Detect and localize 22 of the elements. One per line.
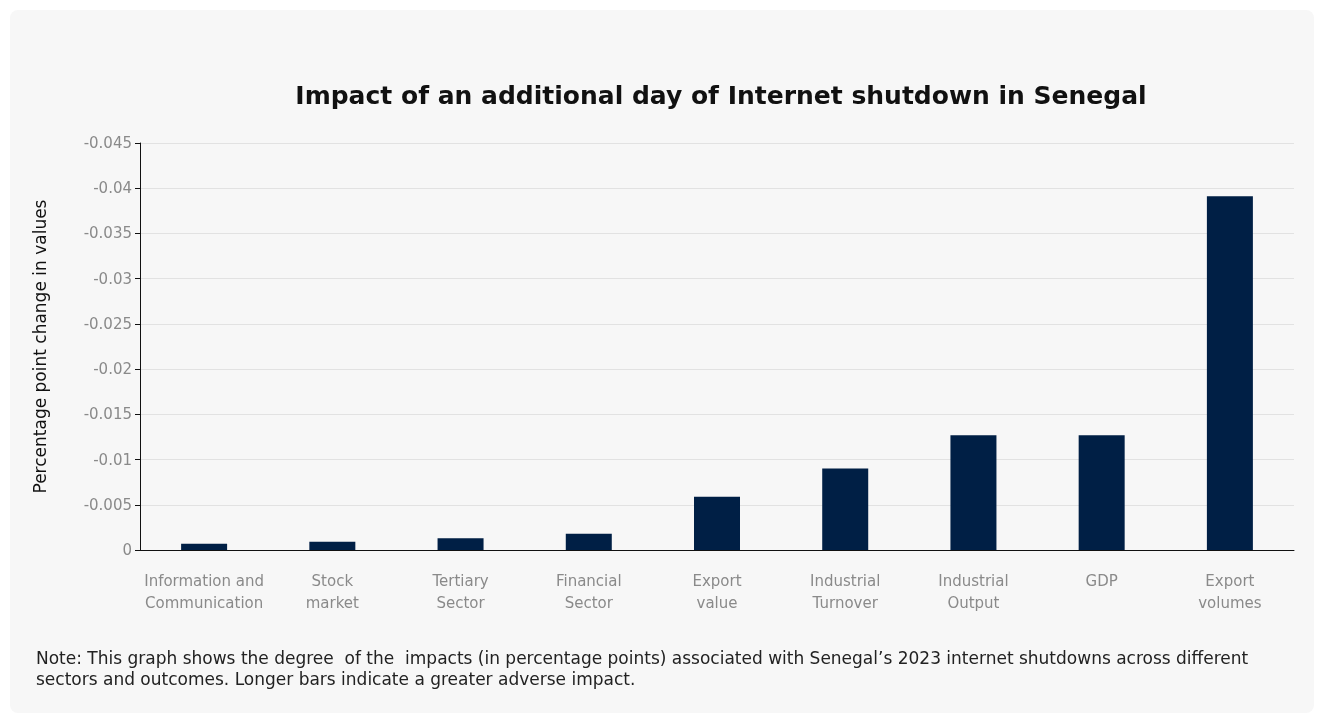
y-tick-label: -0.03	[93, 269, 132, 288]
x-tick-label: Export value	[692, 572, 742, 612]
x-tick-label: Industrial Output	[938, 572, 1009, 612]
y-tick-label: 0	[122, 541, 132, 559]
y-tick-label: -0.005	[83, 495, 132, 514]
y-tick-label: -0.02	[93, 360, 132, 379]
y-tick-label: -0.045	[83, 134, 132, 152]
y-axis-title: Percentage point change in values	[29, 199, 50, 494]
y-tick-label: -0.04	[93, 179, 132, 198]
y-tick-label: -0.025	[83, 314, 132, 333]
x-tick-label: Tertiary Sector	[431, 572, 489, 612]
chart-title: Impact of an additional day of Internet shutdown in Senegal	[295, 81, 1147, 110]
x-tick-label: Information and Communication	[144, 572, 265, 612]
y-tick-label: -0.015	[83, 405, 132, 424]
x-tick-label: Stock market	[305, 572, 360, 612]
y-tick-label: -0.01	[93, 450, 132, 469]
text: Note: This graph shows the degree of the impacts (in percentage points) associated with Senegal’s 2023 internet shutdowns across different sectors and outcomes. Longer bars indicate a greater adverse impact.	[36, 648, 1250, 690]
x-tick-label: GDP	[1085, 572, 1118, 590]
y-tick-label: -0.035	[83, 224, 132, 243]
x-tick-label: Export volumes	[1198, 572, 1262, 612]
x-tick-label: Industrial Turnover	[810, 572, 881, 612]
x-tick-label: Financial Sector	[555, 572, 622, 612]
